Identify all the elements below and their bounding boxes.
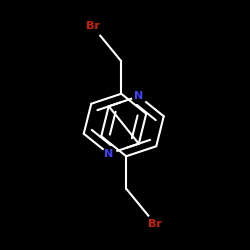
Text: Br: Br xyxy=(148,219,162,229)
Text: N: N xyxy=(104,149,114,159)
Text: Br: Br xyxy=(86,21,100,31)
Text: N: N xyxy=(134,91,143,101)
